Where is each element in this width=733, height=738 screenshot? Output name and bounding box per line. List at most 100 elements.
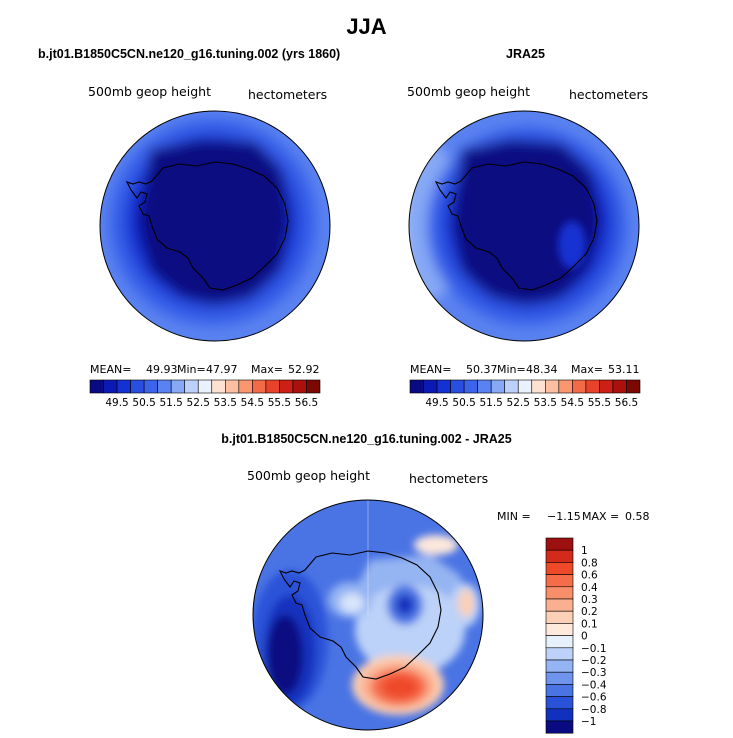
panel2-colorbar-tick-6: 55.5	[588, 397, 611, 409]
panel1-colorbar-box-12	[252, 379, 267, 394]
panel1-colorbar-box-10	[224, 379, 240, 394]
panel3-colorbar-tick-11: −0.4	[581, 679, 607, 691]
panel1-colorbar-box-0	[89, 379, 104, 394]
panel2-colorbar-box-16	[626, 379, 641, 394]
panel1-colorbar-tick-1: 50.5	[132, 397, 155, 409]
panel1-variable-label: 500mb geop height	[88, 84, 211, 99]
panel3-colorbar-tick-5: 0.2	[581, 606, 598, 618]
panel2-map	[408, 110, 640, 342]
panel3-map	[252, 499, 484, 731]
panel1-max-label: Max=	[251, 363, 283, 376]
panel3-colorbar-tick-9: −0.2	[581, 655, 607, 667]
panel1-colorbar-tick-3: 52.5	[187, 397, 210, 409]
panel3-colorbar-tick-3: 0.4	[581, 582, 598, 594]
panel3-colorbar-tick-12: −0.6	[581, 692, 607, 704]
panel2-mean-label: MEAN=	[410, 363, 452, 376]
panel1-colorbar-tick-6: 55.5	[268, 397, 291, 409]
panel1-colorbar: 49.5 50.5 51.5 52.5 53.5 54.5 55.5 56.5	[89, 379, 321, 409]
panel3-variable-label: 500mb geop height	[247, 468, 370, 483]
panel2-colorbar-box-12	[572, 379, 587, 394]
panel2-colorbar-tick-4: 53.5	[534, 397, 557, 409]
panel2-colorbar-tick-7: 56.5	[615, 397, 638, 409]
panel1-units-label: hectometers	[248, 87, 328, 102]
panel2-colorbar-box-13	[585, 379, 600, 394]
panel3-colorbar-box-15	[545, 720, 574, 734]
panel2-colorbar-box-9	[531, 379, 546, 394]
panel1-colorbar-tick-2: 51.5	[159, 397, 182, 409]
panel1-colorbar-box-6	[170, 379, 186, 394]
panel1-colorbar-box-14	[279, 379, 294, 394]
panel2-colorbar-box-3	[450, 379, 465, 394]
panel3-colorbar-box-9	[545, 647, 574, 661]
panel3-colorbar-box-0	[545, 537, 574, 551]
panel3-colorbar-box-6	[545, 610, 574, 624]
panel3-colorbar-box-2	[545, 562, 574, 575]
panel3-colorbar-box-13	[545, 696, 574, 710]
panel2-colorbar-box-14	[599, 379, 614, 394]
panel3-colorbar-tick-6: 0.1	[581, 618, 598, 630]
panel3-min-label: MIN =	[497, 510, 531, 523]
panel3-colorbar-tick-13: −0.8	[581, 704, 607, 716]
panel1-colorbar-tick-5: 54.5	[241, 397, 264, 409]
panel1-colorbar-box-4	[143, 379, 158, 394]
panel2-max-value: 53.11	[608, 363, 640, 376]
panel2-colorbar-box-2	[436, 379, 451, 394]
panel2-units-label: hectometers	[569, 87, 649, 102]
panel2-max-label: Max=	[571, 363, 603, 376]
panel3-colorbar-tick-10: −0.3	[581, 667, 607, 679]
panel3-max-label: MAX =	[582, 510, 620, 523]
panel2-title: JRA25	[506, 47, 545, 61]
panel1-max-value: 52.92	[288, 363, 320, 376]
panel3-colorbar-tick-0: 1	[581, 545, 588, 557]
panel2-colorbar-tick-0: 49.5	[425, 397, 448, 409]
panel1-colorbar-box-16	[306, 379, 321, 394]
panel3-colorbar-box-4	[545, 586, 574, 600]
panel3-colorbar-box-1	[545, 549, 574, 563]
panel1-colorbar-box-11	[238, 379, 253, 394]
panel2-colorbar-box-1	[423, 379, 438, 394]
panel2-colorbar-tick-2: 51.5	[479, 397, 502, 409]
panel1-colorbar-tick-7: 56.5	[295, 397, 318, 409]
panel3-colorbar-box-11	[545, 671, 574, 685]
panel1-title: b.jt01.B1850C5CN.ne120_g16.tuning.002 (y…	[38, 47, 341, 61]
panel2-colorbar-box-7	[504, 379, 519, 394]
panel3-colorbar-box-8	[545, 635, 574, 649]
panel1-mean-value: 49.93	[146, 363, 178, 376]
panel1-colorbar-box-9	[211, 379, 226, 394]
panel3-colorbar-tick-7: 0	[581, 631, 588, 643]
panel2-mean-value: 50.37	[466, 363, 498, 376]
panel1-colorbar-box-2	[116, 379, 131, 394]
panel2-min-label: Min=	[497, 363, 526, 376]
panel2-colorbar-tick-1: 50.5	[452, 397, 475, 409]
panel2-variable-label: 500mb geop height	[407, 84, 530, 99]
panel3-min-value: −1.15	[547, 510, 581, 523]
panel3-colorbar-tick-1: 0.8	[581, 557, 598, 569]
panel3-colorbar-box-14	[545, 708, 574, 722]
panel1-colorbar-box-3	[130, 379, 145, 394]
panel2-colorbar-box-10	[544, 379, 560, 394]
panel2-colorbar-box-11	[558, 379, 573, 394]
panel3-units-label: hectometers	[409, 471, 489, 486]
main-title: JJA	[346, 14, 387, 39]
panel2-colorbar: 49.5 50.5 51.5 52.5 53.5 54.5 55.5 56.5	[409, 379, 641, 409]
panel2-colorbar-box-15	[612, 379, 627, 394]
panel3-title: b.jt01.B1850C5CN.ne120_g16.tuning.002 - …	[221, 432, 512, 446]
panel1-colorbar-box-5	[157, 379, 172, 394]
panel1-colorbar-box-1	[103, 379, 118, 394]
panel1-colorbar-box-13	[265, 379, 280, 394]
panel3-max-value: 0.58	[625, 510, 650, 523]
panel3-colorbar-tick-2: 0.6	[581, 570, 598, 582]
panel1-map	[99, 110, 331, 342]
panel2-colorbar-box-6	[490, 379, 506, 394]
panel3-colorbar-box-5	[545, 598, 574, 612]
panel2-min-value: 48.34	[526, 363, 558, 376]
panel1-colorbar-box-15	[292, 379, 307, 394]
panel3-colorbar-box-7	[545, 623, 574, 636]
panel3-colorbar-tick-8: −0.1	[581, 643, 607, 655]
panel1-colorbar-tick-4: 53.5	[214, 397, 237, 409]
panel3-colorbar-box-12	[545, 684, 574, 697]
panel2-colorbar-box-5	[477, 379, 492, 394]
panel2-colorbar-box-0	[409, 379, 424, 394]
panel2-colorbar-tick-3: 52.5	[507, 397, 530, 409]
